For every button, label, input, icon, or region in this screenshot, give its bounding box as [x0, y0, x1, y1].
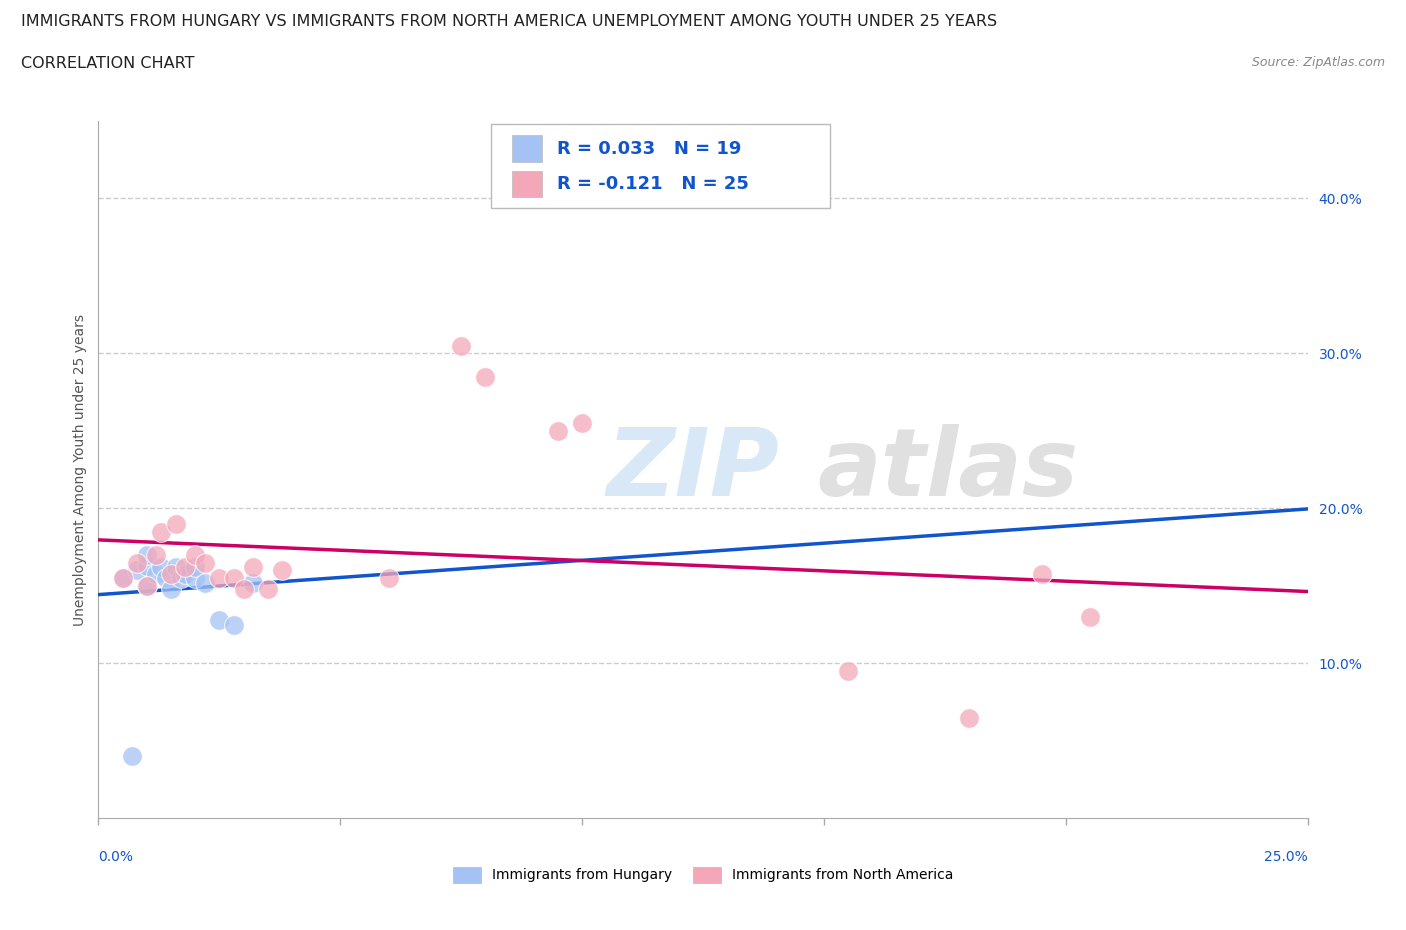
Point: [150, 525, 173, 539]
Point: [165, 516, 187, 531]
Point: [135, 578, 157, 593]
Point: [169, 571, 191, 586]
Text: CORRELATION CHART: CORRELATION CHART: [21, 56, 194, 71]
Point: [242, 576, 264, 591]
Point: [474, 369, 496, 384]
Point: [155, 571, 177, 586]
FancyBboxPatch shape: [492, 125, 830, 208]
Point: [208, 613, 231, 628]
Point: [957, 711, 980, 725]
Point: [271, 563, 294, 578]
Point: [135, 558, 157, 573]
Point: [184, 571, 207, 586]
Point: [135, 578, 157, 593]
Point: [127, 555, 149, 570]
FancyBboxPatch shape: [512, 170, 543, 197]
Point: [232, 581, 254, 596]
Point: [222, 618, 245, 632]
Y-axis label: Unemployment Among Youth under 25 years: Unemployment Among Youth under 25 years: [73, 313, 87, 626]
Point: [150, 560, 173, 575]
Point: [1031, 566, 1053, 581]
Point: [174, 560, 197, 575]
Text: R = 0.033   N = 19: R = 0.033 N = 19: [557, 140, 741, 157]
Text: 25.0%: 25.0%: [1264, 850, 1308, 864]
Point: [174, 566, 197, 581]
Text: Source: ZipAtlas.com: Source: ZipAtlas.com: [1251, 56, 1385, 69]
Point: [242, 560, 264, 575]
Text: ZIP: ZIP: [606, 424, 779, 515]
Point: [121, 749, 143, 764]
Point: [256, 581, 278, 596]
FancyBboxPatch shape: [512, 136, 543, 162]
Point: [571, 416, 593, 431]
Text: IMMIGRANTS FROM HUNGARY VS IMMIGRANTS FROM NORTH AMERICA UNEMPLOYMENT AMONG YOUT: IMMIGRANTS FROM HUNGARY VS IMMIGRANTS FR…: [21, 14, 997, 29]
Point: [547, 423, 569, 438]
Point: [127, 563, 149, 578]
Text: atlas: atlas: [818, 424, 1080, 515]
Point: [450, 339, 472, 353]
Point: [145, 548, 167, 563]
Point: [111, 571, 134, 586]
Text: 0.0%: 0.0%: [98, 850, 134, 864]
Point: [208, 571, 231, 586]
Point: [135, 548, 157, 563]
Point: [184, 548, 207, 563]
Point: [194, 576, 217, 591]
Point: [1078, 609, 1101, 624]
Point: [165, 560, 187, 575]
Point: [160, 581, 183, 596]
Legend: Immigrants from Hungary, Immigrants from North America: Immigrants from Hungary, Immigrants from…: [447, 861, 959, 888]
Text: R = -0.121   N = 25: R = -0.121 N = 25: [557, 175, 748, 193]
Point: [222, 571, 245, 586]
Point: [184, 560, 207, 575]
Point: [160, 566, 183, 581]
Point: [377, 571, 399, 586]
Point: [111, 571, 134, 586]
Point: [194, 555, 217, 570]
Point: [837, 664, 859, 679]
Point: [145, 566, 167, 581]
